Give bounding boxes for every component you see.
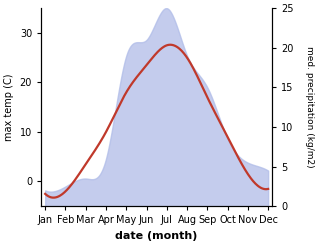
Y-axis label: max temp (C): max temp (C) (4, 74, 14, 141)
X-axis label: date (month): date (month) (115, 231, 198, 241)
Y-axis label: med. precipitation (kg/m2): med. precipitation (kg/m2) (305, 46, 314, 168)
